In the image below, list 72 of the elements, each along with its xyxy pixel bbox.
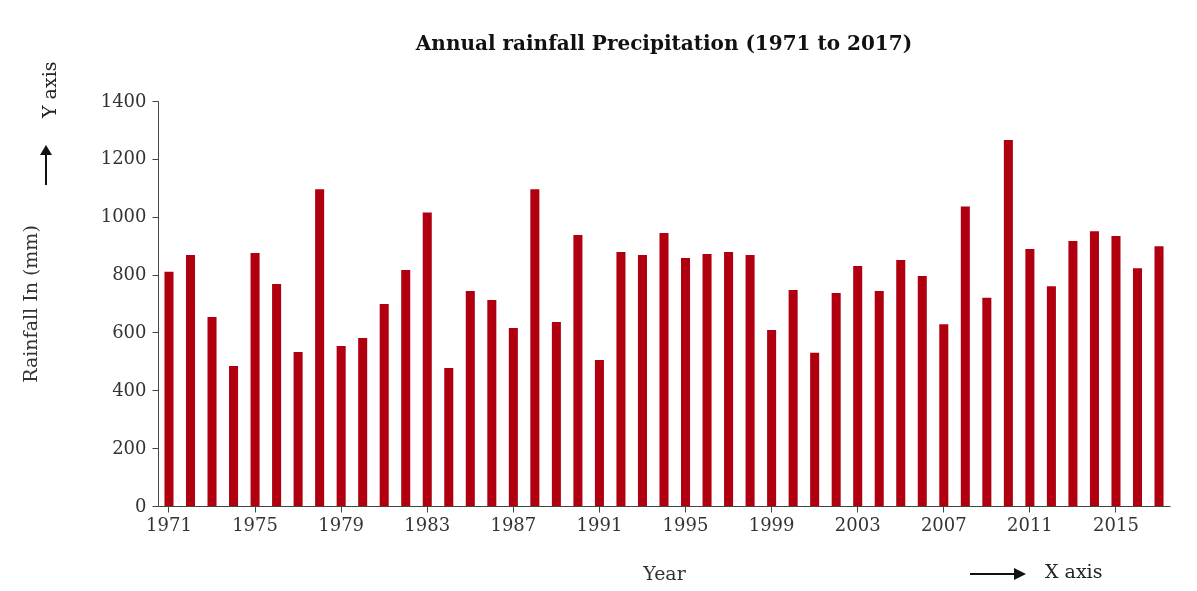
bar [379, 304, 389, 506]
y-tick-label: 1000 [100, 205, 147, 227]
bar [853, 265, 863, 506]
x-axis-title: Year [642, 561, 687, 584]
bar [293, 352, 303, 506]
y-tick-label: 600 [112, 320, 147, 342]
x-tick-label: 1979 [318, 513, 365, 535]
bar [874, 291, 884, 506]
y-tick-label: 1200 [100, 147, 147, 169]
bar [939, 324, 949, 506]
bar [767, 330, 777, 506]
bar [551, 322, 561, 506]
y-axis-title: Rainfall In (mm) [18, 225, 41, 383]
x-tick-label: 2007 [920, 513, 967, 535]
bar [1046, 286, 1056, 506]
bar [659, 232, 669, 506]
bar [724, 252, 734, 506]
bar [487, 300, 497, 506]
bar [831, 293, 841, 506]
bar [422, 212, 432, 506]
y-tick-label: 400 [112, 378, 147, 400]
bar [960, 206, 970, 506]
bar [702, 254, 712, 506]
x-tick-label: 2015 [1093, 513, 1139, 535]
bar [229, 365, 239, 506]
x-tick-label: 1987 [490, 513, 537, 535]
bar [1132, 268, 1143, 506]
bar [315, 189, 325, 506]
bar [1003, 140, 1013, 506]
bar [465, 291, 475, 506]
bar [336, 346, 346, 506]
y-tick-label: 1400 [100, 89, 147, 111]
bar [788, 289, 798, 506]
bar [681, 258, 691, 506]
bar [1068, 241, 1078, 506]
bar [358, 337, 368, 506]
y-tick-label: 0 [135, 494, 147, 516]
bar [1089, 231, 1099, 506]
x-tick-label: 1975 [232, 513, 278, 535]
x-tick-label: 1983 [404, 513, 451, 535]
bar [272, 284, 282, 506]
bar [1154, 246, 1164, 506]
y-tick-label: 200 [112, 436, 147, 458]
bar [401, 269, 411, 506]
x-tick-label: 1999 [748, 513, 795, 535]
bar [637, 254, 647, 506]
x-tick-label: 1995 [662, 513, 709, 535]
x-tick-label: 2003 [834, 513, 881, 535]
bar [810, 352, 820, 506]
bar [745, 254, 755, 506]
bar [896, 260, 906, 506]
bar [1025, 249, 1035, 506]
x-tick-label: 1971 [146, 513, 192, 535]
bar [616, 252, 626, 506]
text: Y axis [38, 61, 60, 118]
bar [594, 359, 604, 506]
chart-title: Annual rainfall Precipitation (1971 to 2017) [414, 31, 913, 55]
text: X axis [1045, 560, 1103, 582]
y-tick-label: 800 [112, 263, 147, 285]
x-tick-label: 2011 [1006, 513, 1053, 535]
bar [508, 328, 518, 506]
bar [207, 317, 217, 506]
bar [164, 271, 174, 506]
bar [250, 252, 260, 506]
bar [573, 234, 583, 506]
bar [444, 368, 454, 506]
bar [917, 276, 927, 506]
bar [982, 297, 992, 506]
bar [185, 254, 196, 506]
x-tick-label: 1991 [576, 513, 623, 535]
bar [530, 189, 540, 506]
bar [1111, 236, 1121, 506]
